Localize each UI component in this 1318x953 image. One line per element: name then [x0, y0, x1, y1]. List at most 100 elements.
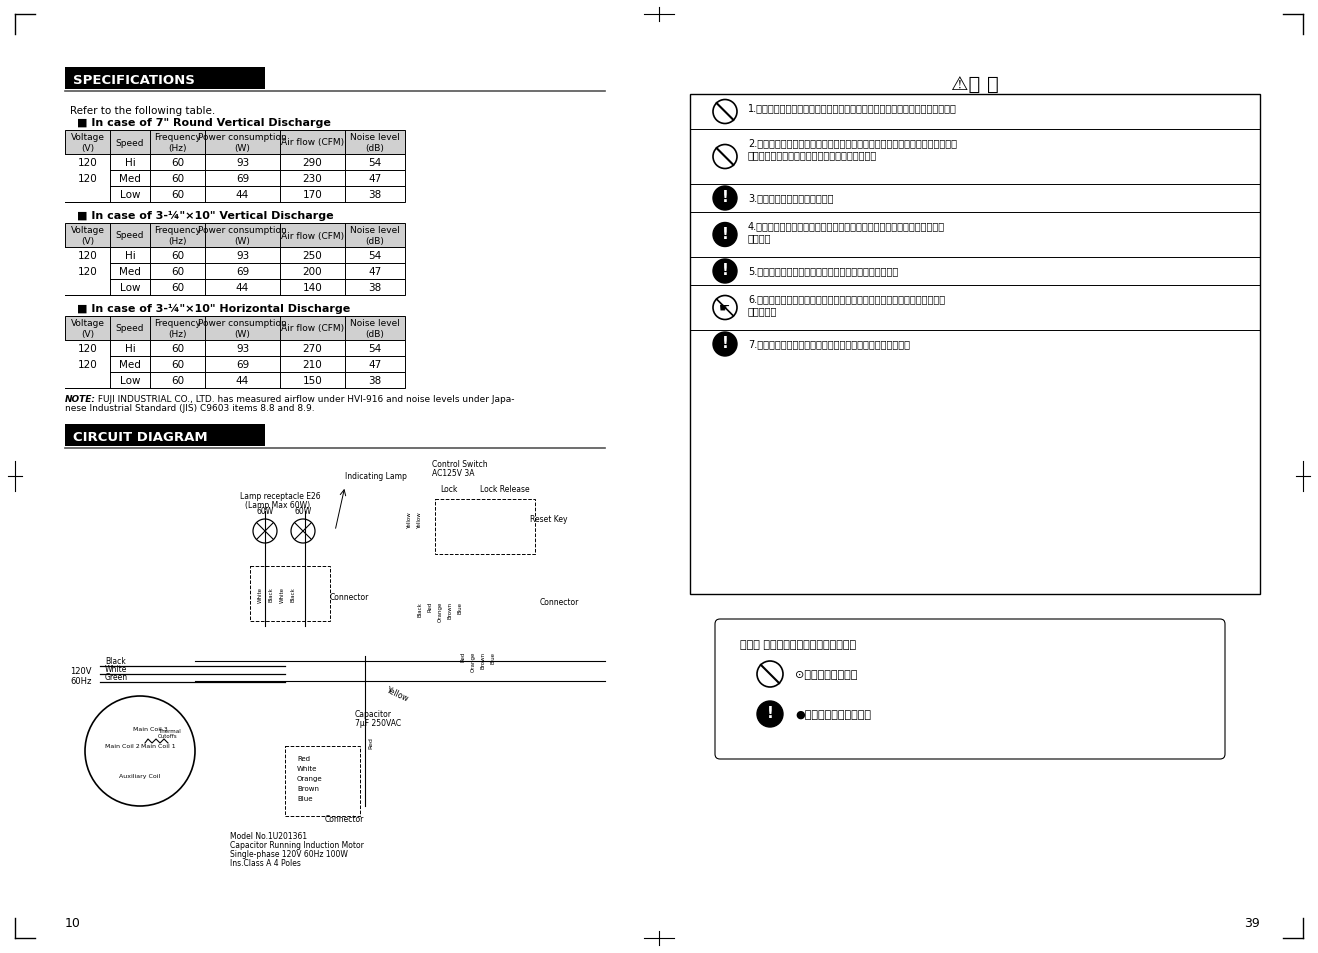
- Text: ⊙：表示禁止的行动: ⊙：表示禁止的行动: [795, 669, 858, 679]
- Text: !: !: [721, 336, 729, 351]
- Text: ☛: ☛: [720, 302, 730, 314]
- Text: 39: 39: [1244, 916, 1260, 929]
- Text: Speed: Speed: [116, 232, 144, 240]
- Text: 60: 60: [171, 173, 185, 184]
- Text: Power consumption
(W): Power consumption (W): [198, 133, 287, 152]
- Text: 2.　为减少火灾危险，应有效通风，务必将气体排到户外。严禁排入空心墙壁、: 2. 为减少火灾危险，应有效通风，务必将气体排到户外。严禁排入空心墙壁、: [749, 138, 957, 148]
- Text: Med: Med: [119, 359, 141, 370]
- Text: White: White: [297, 765, 318, 771]
- Text: Main Coil 1: Main Coil 1: [141, 743, 175, 749]
- Text: Orange: Orange: [297, 775, 323, 781]
- Text: 120: 120: [78, 173, 98, 184]
- Text: Ins.Class A 4 Poles: Ins.Class A 4 Poles: [231, 858, 301, 867]
- Text: 44: 44: [236, 375, 249, 386]
- Text: 140: 140: [303, 283, 323, 293]
- Text: Air flow (CFM): Air flow (CFM): [281, 138, 344, 148]
- Text: Red: Red: [460, 651, 465, 661]
- Circle shape: [713, 260, 737, 284]
- Text: Med: Med: [119, 267, 141, 276]
- Text: Red: Red: [427, 601, 432, 612]
- Text: Voltage
(V): Voltage (V): [70, 319, 104, 338]
- Text: White: White: [105, 664, 128, 673]
- Text: 1.　本机仅适用于一般通风使用。严禁用于危险或易爆炸材材料和气体的通风。: 1. 本机仅适用于一般通风使用。严禁用于危险或易爆炸材材料和气体的通风。: [749, 103, 957, 112]
- Text: !: !: [721, 263, 729, 278]
- Text: 天花板夫层、屋顶夫层或小房间、汽车库等空间。: 天花板夫层、屋顶夫层或小房间、汽车库等空间。: [749, 150, 878, 160]
- Text: 230: 230: [303, 173, 323, 184]
- Text: 54: 54: [368, 344, 382, 354]
- Text: Noise level
(dB): Noise level (dB): [351, 319, 399, 338]
- Text: Air flow (CFM): Air flow (CFM): [281, 232, 344, 240]
- Text: 38: 38: [368, 375, 382, 386]
- Text: Capacitor Running Induction Motor: Capacitor Running Induction Motor: [231, 841, 364, 849]
- Text: !: !: [721, 227, 729, 242]
- Text: 44: 44: [236, 283, 249, 293]
- Text: 120: 120: [78, 359, 98, 370]
- FancyBboxPatch shape: [65, 340, 109, 389]
- FancyBboxPatch shape: [65, 131, 405, 154]
- Text: (Lamp Max 60W): (Lamp Max 60W): [245, 500, 310, 510]
- Text: 120V: 120V: [70, 667, 91, 676]
- Text: Black: Black: [269, 586, 274, 601]
- Text: Blue: Blue: [490, 651, 496, 663]
- Text: 60W: 60W: [294, 506, 311, 516]
- Text: Connector: Connector: [326, 814, 364, 823]
- Text: 60: 60: [171, 375, 185, 386]
- Text: Brown: Brown: [297, 785, 319, 791]
- Text: 47: 47: [368, 359, 382, 370]
- Text: Air flow (CFM): Air flow (CFM): [281, 324, 344, 334]
- Text: Frequency
(Hz): Frequency (Hz): [154, 226, 200, 246]
- Text: 120: 120: [78, 267, 98, 276]
- Text: 60: 60: [171, 251, 185, 261]
- Text: Green: Green: [105, 672, 128, 681]
- Text: 60W: 60W: [257, 506, 274, 516]
- Text: Yellow: Yellow: [407, 512, 413, 528]
- Text: 69: 69: [236, 359, 249, 370]
- Text: 4.　长时间不使用本产品时请关掉断电器上的电源开关，否则产品的绝缘性: 4. 长时间不使用本产品时请关掉断电器上的电源开关，否则产品的绝缘性: [749, 221, 945, 231]
- FancyBboxPatch shape: [65, 68, 265, 90]
- Text: Speed: Speed: [116, 324, 144, 334]
- Text: Hi: Hi: [125, 158, 136, 168]
- Text: Capacitor: Capacitor: [355, 709, 391, 719]
- Text: Reset Key: Reset Key: [530, 515, 568, 523]
- Text: Low: Low: [120, 283, 140, 293]
- FancyBboxPatch shape: [65, 373, 405, 389]
- Text: 120: 120: [78, 158, 98, 168]
- Text: 5.　各部件安装牢固，否则会引起伤人事故或财产损失。: 5. 各部件安装牢固，否则会引起伤人事故或财产损失。: [749, 266, 899, 275]
- Circle shape: [757, 661, 783, 687]
- Text: Low: Low: [120, 190, 140, 200]
- Text: Yellow: Yellow: [416, 512, 422, 528]
- Text: 69: 69: [236, 267, 249, 276]
- Text: NOTE:: NOTE:: [65, 395, 96, 403]
- Text: Red: Red: [297, 755, 310, 761]
- Text: Yellow: Yellow: [385, 685, 410, 703]
- Text: Power consumption
(W): Power consumption (W): [198, 319, 287, 338]
- Text: 6.　排油烟机工作时，严禁手或其他物品接近风扇，否则会引起伤人事故或: 6. 排油烟机工作时，严禁手或其他物品接近风扇，否则会引起伤人事故或: [749, 294, 945, 304]
- Text: 120: 120: [78, 251, 98, 261]
- Text: Lock Release: Lock Release: [480, 484, 530, 494]
- Text: Brown: Brown: [448, 601, 452, 618]
- Text: 60Hz: 60Hz: [70, 677, 91, 686]
- Text: 财产损失。: 财产损失。: [749, 306, 778, 315]
- Text: 150: 150: [303, 375, 323, 386]
- Text: 44: 44: [236, 190, 249, 200]
- Circle shape: [713, 296, 737, 320]
- Text: Black: Black: [418, 601, 423, 617]
- Text: Single-phase 120V 60Hz 100W: Single-phase 120V 60Hz 100W: [231, 849, 348, 858]
- Text: 60: 60: [171, 359, 185, 370]
- FancyBboxPatch shape: [65, 264, 405, 280]
- Text: Frequency
(Hz): Frequency (Hz): [154, 319, 200, 338]
- FancyBboxPatch shape: [65, 224, 405, 248]
- Text: 69: 69: [236, 173, 249, 184]
- FancyBboxPatch shape: [65, 340, 405, 356]
- Text: Black: Black: [290, 586, 295, 601]
- FancyBboxPatch shape: [65, 356, 405, 373]
- FancyBboxPatch shape: [65, 248, 405, 264]
- FancyBboxPatch shape: [65, 316, 405, 340]
- Text: Med: Med: [119, 173, 141, 184]
- Text: White: White: [279, 586, 285, 602]
- Text: 7.　维修时戴工作手套，以防吸油烟机边缘的金属分口伤手。: 7. 维修时戴工作手套，以防吸油烟机边缘的金属分口伤手。: [749, 338, 909, 349]
- Text: 60: 60: [171, 344, 185, 354]
- Text: White: White: [257, 586, 262, 602]
- Text: 7μF 250VAC: 7μF 250VAC: [355, 719, 401, 727]
- Text: Blue: Blue: [297, 795, 312, 801]
